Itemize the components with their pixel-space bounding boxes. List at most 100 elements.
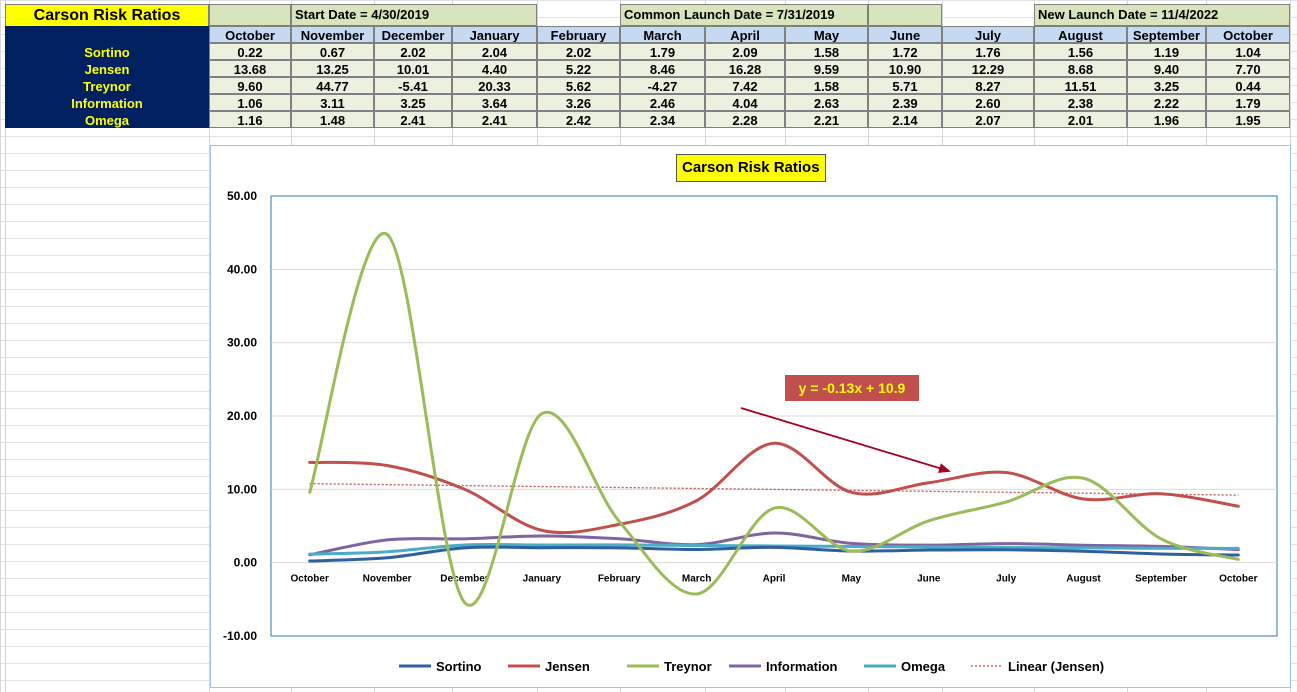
value-cell[interactable]: 2.41 (452, 111, 537, 128)
header-cell[interactable] (209, 4, 291, 26)
value-cell[interactable]: 2.21 (785, 111, 868, 128)
month-header-cell[interactable]: January (452, 26, 537, 43)
value-cell[interactable]: 3.26 (537, 94, 620, 111)
value-cell[interactable]: 13.25 (291, 60, 374, 77)
start-date-cell[interactable]: Start Date = 4/30/2019 (291, 4, 537, 26)
value-cell[interactable]: 1.76 (942, 43, 1034, 60)
value-cell[interactable]: 16.28 (705, 60, 785, 77)
common-launch-cell[interactable]: Common Launch Date = 7/31/2019 (620, 4, 868, 26)
value-cell[interactable]: 9.60 (209, 77, 291, 94)
chart-area[interactable]: 50.00 40.00 30.00 20.00 10.00 0.00 -10.00 Octob… (210, 145, 1291, 688)
value-cell[interactable]: 2.01 (1034, 111, 1127, 128)
x-tick-label: December (440, 574, 488, 585)
value-cell[interactable]: 2.28 (705, 111, 785, 128)
series-line-treynor (308, 232, 1240, 607)
value-cell[interactable]: 2.09 (705, 43, 785, 60)
value-cell[interactable]: 1.58 (785, 43, 868, 60)
value-cell[interactable]: 1.96 (1127, 111, 1206, 128)
value-cell[interactable]: 4.40 (452, 60, 537, 77)
month-header-cell[interactable]: April (705, 26, 785, 43)
value-cell[interactable]: 1.79 (620, 43, 705, 60)
value-cell[interactable]: 1.58 (785, 77, 868, 94)
month-header-cell[interactable]: May (785, 26, 868, 43)
month-header-cell[interactable]: November (291, 26, 374, 43)
value-cell[interactable]: 2.07 (942, 111, 1034, 128)
value-cell[interactable]: 1.04 (1206, 43, 1290, 60)
value-cell[interactable]: 1.95 (1206, 111, 1290, 128)
legend-label: Information (766, 659, 838, 674)
month-header-cell[interactable]: March (620, 26, 705, 43)
value-cell[interactable]: 7.70 (1206, 60, 1290, 77)
value-cell[interactable]: 3.25 (374, 94, 452, 111)
month-header-cell[interactable]: October (1206, 26, 1290, 43)
value-cell[interactable]: 2.04 (452, 43, 537, 60)
value-cell[interactable]: 8.27 (942, 77, 1034, 94)
legend-label: Jensen (545, 659, 590, 674)
value-cell[interactable]: 0.67 (291, 43, 374, 60)
legend-label: Sortino (436, 659, 482, 674)
row-label-treynor[interactable]: Treynor (5, 77, 209, 94)
value-cell[interactable]: 0.44 (1206, 77, 1290, 94)
value-cell[interactable]: 1.48 (291, 111, 374, 128)
row-label-header[interactable] (5, 26, 209, 43)
value-cell[interactable]: 2.63 (785, 94, 868, 111)
value-cell[interactable]: 20.33 (452, 77, 537, 94)
value-cell[interactable]: 1.56 (1034, 43, 1127, 60)
value-cell[interactable]: 2.02 (374, 43, 452, 60)
value-cell[interactable]: 13.68 (209, 60, 291, 77)
row-label-sortino[interactable]: Sortino (5, 43, 209, 60)
value-cell[interactable]: 2.34 (620, 111, 705, 128)
month-header-cell[interactable]: August (1034, 26, 1127, 43)
value-cell[interactable]: 2.46 (620, 94, 705, 111)
month-header-cell[interactable]: July (942, 26, 1034, 43)
value-cell[interactable]: 1.16 (209, 111, 291, 128)
value-cell[interactable]: 10.01 (374, 60, 452, 77)
value-cell[interactable]: 1.79 (1206, 94, 1290, 111)
month-header-cell[interactable]: October (209, 26, 291, 43)
sheet-title[interactable]: Carson Risk Ratios (5, 4, 209, 28)
value-cell[interactable]: 9.59 (785, 60, 868, 77)
value-cell[interactable]: 3.25 (1127, 77, 1206, 94)
value-cell[interactable]: 2.41 (374, 111, 452, 128)
row-label-omega[interactable]: Omega (5, 111, 209, 128)
value-cell[interactable]: 2.39 (868, 94, 942, 111)
trendline-jensen (309, 483, 1239, 496)
row-label-jensen[interactable]: Jensen (5, 60, 209, 77)
month-header-cell[interactable]: December (374, 26, 452, 43)
value-cell[interactable]: 5.62 (537, 77, 620, 94)
value-cell[interactable]: 1.06 (209, 94, 291, 111)
value-cell[interactable]: 5.71 (868, 77, 942, 94)
value-cell[interactable]: 9.40 (1127, 60, 1206, 77)
value-cell[interactable]: -5.41 (374, 77, 452, 94)
value-cell[interactable]: 3.64 (452, 94, 537, 111)
value-cell[interactable]: 11.51 (1034, 77, 1127, 94)
value-cell[interactable]: 5.22 (537, 60, 620, 77)
value-cell[interactable]: 44.77 (291, 77, 374, 94)
value-cell[interactable]: 1.72 (868, 43, 942, 60)
value-cell[interactable]: -4.27 (620, 77, 705, 94)
x-tick-label: June (917, 574, 941, 585)
value-cell[interactable]: 2.14 (868, 111, 942, 128)
value-cell[interactable]: 2.38 (1034, 94, 1127, 111)
value-cell[interactable]: 8.68 (1034, 60, 1127, 77)
month-header-cell[interactable]: February (537, 26, 620, 43)
value-cell[interactable]: 2.42 (537, 111, 620, 128)
value-cell[interactable]: 1.19 (1127, 43, 1206, 60)
chart-title[interactable]: Carson Risk Ratios (676, 154, 826, 182)
value-cell[interactable]: 7.42 (705, 77, 785, 94)
month-header-cell[interactable]: June (868, 26, 942, 43)
value-cell[interactable]: 2.22 (1127, 94, 1206, 111)
x-tick-label: February (598, 574, 641, 585)
header-cell[interactable] (868, 4, 942, 26)
value-cell[interactable]: 8.46 (620, 60, 705, 77)
value-cell[interactable]: 2.02 (537, 43, 620, 60)
value-cell[interactable]: 12.29 (942, 60, 1034, 77)
value-cell[interactable]: 2.60 (942, 94, 1034, 111)
month-header-cell[interactable]: September (1127, 26, 1206, 43)
row-label-information[interactable]: Information (5, 94, 209, 111)
value-cell[interactable]: 4.04 (705, 94, 785, 111)
new-launch-cell[interactable]: New Launch Date = 11/4/2022 (1034, 4, 1290, 26)
value-cell[interactable]: 0.22 (209, 43, 291, 60)
value-cell[interactable]: 10.90 (868, 60, 942, 77)
value-cell[interactable]: 3.11 (291, 94, 374, 111)
